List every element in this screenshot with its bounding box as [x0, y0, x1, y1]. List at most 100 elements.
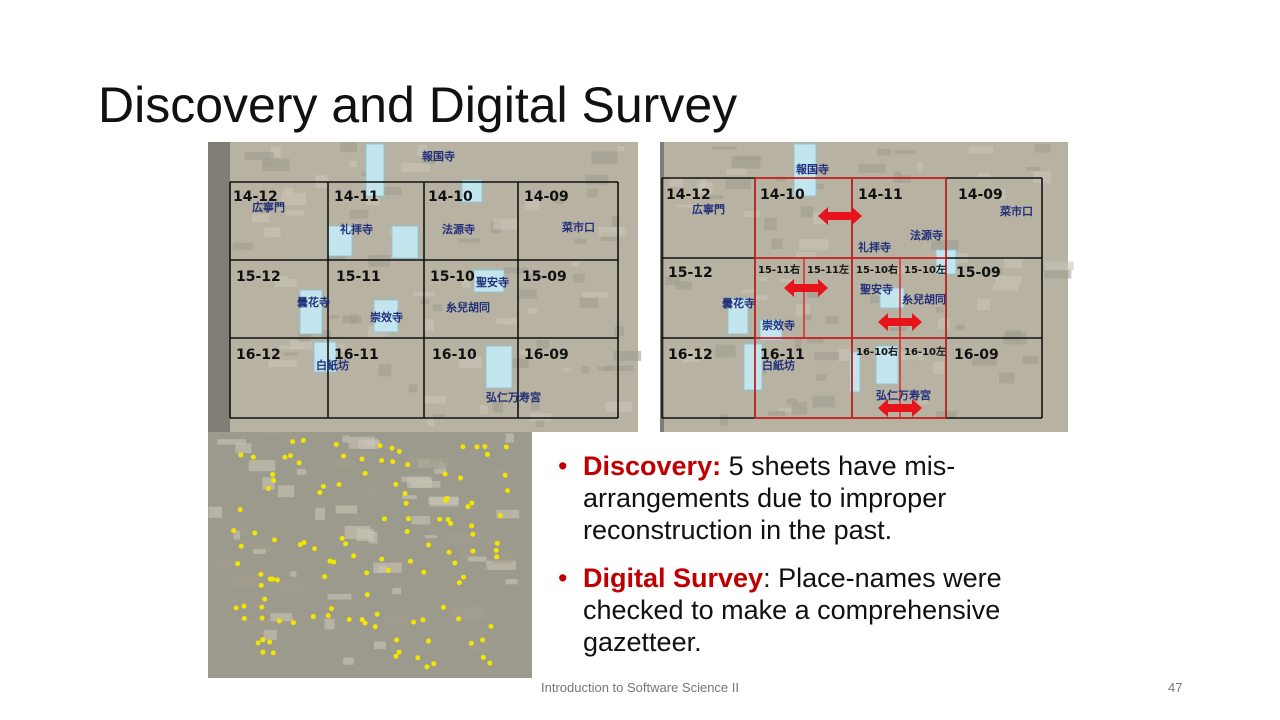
texture-patch — [591, 151, 618, 165]
sheet-label: 14-11 — [858, 187, 903, 203]
texture-patch — [489, 538, 516, 546]
texture-patch — [503, 267, 528, 274]
marker — [493, 547, 499, 553]
sheet-label: 15-10 — [430, 269, 475, 285]
texture-patch — [421, 156, 435, 165]
marker — [415, 655, 421, 661]
marker — [461, 574, 467, 580]
texture-patch — [248, 460, 276, 472]
bullet-list: Discovery: 5 sheets have mis-arrangement… — [558, 450, 1058, 674]
place-name: 糸兒胡同 — [446, 300, 490, 314]
texture-patch — [343, 657, 354, 665]
texture-patch — [496, 509, 520, 519]
texture-patch — [239, 527, 252, 535]
texture-patch — [410, 481, 441, 488]
texture-patch — [214, 558, 241, 571]
place-name: 広寧門 — [692, 202, 725, 216]
marker — [420, 617, 426, 623]
texture-patch — [458, 356, 482, 368]
texture-patch — [675, 281, 692, 290]
texture-patch — [492, 552, 513, 564]
texture — [208, 142, 1074, 670]
texture-patch — [898, 175, 911, 184]
texture-patch — [258, 432, 280, 437]
texture-patch — [605, 401, 633, 412]
marker — [327, 558, 333, 564]
texture-patch — [285, 210, 304, 216]
texture-patch — [999, 188, 1006, 201]
texture-patch — [342, 435, 350, 443]
texture-patch — [876, 148, 891, 156]
texture-patch — [257, 204, 268, 213]
marker — [310, 614, 316, 620]
marker — [488, 623, 494, 629]
texture-patch — [734, 156, 762, 161]
marker — [426, 542, 432, 548]
marker — [312, 546, 318, 552]
texture-patch — [613, 350, 642, 361]
highlight-area — [727, 297, 749, 335]
texture-patch — [284, 187, 293, 195]
place-name: 崇效寺 — [370, 310, 403, 324]
texture-patch — [324, 618, 335, 630]
texture-patch — [378, 364, 392, 377]
texture-patch — [669, 178, 684, 187]
texture-patch — [719, 414, 728, 426]
texture-patch — [476, 602, 484, 610]
texture-patch — [493, 218, 519, 230]
texture-patch — [968, 146, 994, 154]
texture-patch — [409, 457, 440, 470]
marker — [322, 574, 328, 580]
texture-patch — [290, 571, 297, 577]
footer: Introduction to Software Science II — [541, 680, 739, 695]
marker — [260, 649, 266, 655]
texture-patch — [1022, 355, 1039, 365]
texture-patch — [918, 399, 928, 405]
sheet-label: 15-11左 — [807, 263, 849, 276]
marker — [494, 540, 500, 546]
texture-patch — [429, 529, 441, 536]
marker — [497, 513, 503, 519]
marker — [381, 516, 387, 522]
texture-patch — [916, 162, 924, 172]
place-name: 白紙坊 — [316, 358, 349, 372]
place-name: 崇效寺 — [762, 318, 795, 332]
texture-patch — [715, 344, 736, 358]
texture-patch — [315, 507, 326, 520]
texture-patch — [726, 168, 747, 175]
map-edge — [208, 142, 230, 432]
marker — [425, 638, 431, 644]
texture-patch — [411, 515, 431, 525]
map-1-bg — [208, 142, 638, 432]
texture-patch — [351, 518, 368, 523]
texture-patch — [527, 308, 538, 314]
marker — [270, 650, 276, 656]
texture-patch — [1044, 261, 1074, 271]
sheet-label: 14-12 — [666, 187, 711, 203]
texture-patch — [526, 274, 546, 279]
texture-patch — [794, 336, 802, 349]
marker — [339, 535, 345, 541]
marker — [300, 437, 306, 443]
marker — [393, 481, 399, 487]
marker — [290, 439, 296, 445]
marker — [259, 615, 265, 621]
sheet-label: 14-10 — [428, 189, 473, 205]
texture-patch — [314, 514, 323, 527]
marker — [456, 616, 462, 622]
marker — [468, 640, 474, 646]
marker — [502, 472, 508, 478]
sheet-label: 14-09 — [524, 189, 569, 205]
marker — [333, 441, 339, 447]
sheet-label: 14-11 — [334, 189, 379, 205]
texture-patch — [298, 330, 312, 342]
texture-patch — [971, 355, 997, 366]
sheet-label: 14-12 — [233, 189, 278, 205]
highlight-area — [391, 225, 419, 259]
place-name: 弘仁万寿宮 — [876, 388, 931, 402]
highlight-area — [299, 289, 323, 335]
marker — [482, 444, 488, 450]
marker — [390, 459, 396, 465]
texture-patch — [284, 352, 299, 356]
